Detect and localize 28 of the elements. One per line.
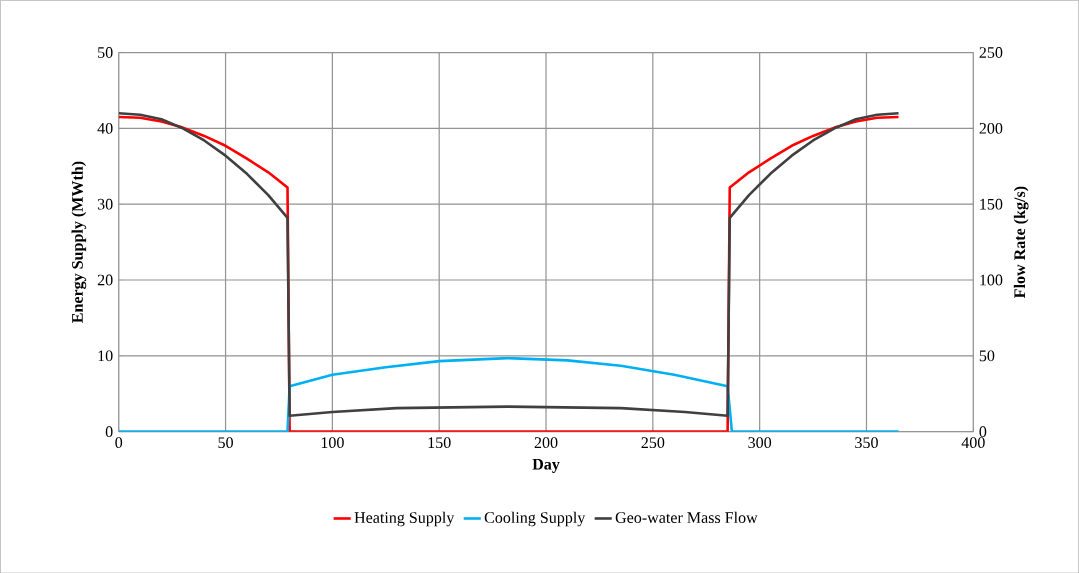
y2-tick-label: 200 (979, 122, 1003, 134)
y-tick-label: 0 (105, 426, 113, 437)
x-tick-label: 300 (748, 436, 772, 448)
x-tick-label: 150 (428, 436, 451, 448)
x-tick-label: 400 (961, 436, 985, 448)
y2-axis-title: Flow Rate (kg/s) (1013, 186, 1029, 298)
x-tick-label: 100 (321, 436, 344, 448)
y-axis-title: Energy Supply (MWth) (71, 161, 87, 323)
legend-label: Heating Supply (354, 511, 455, 527)
legend-label: Cooling Supply (484, 511, 586, 527)
x-tick-label: 200 (534, 436, 558, 448)
y-tick-label: 50 (98, 46, 113, 58)
x-tick-label: 250 (641, 436, 665, 448)
y-tick-label: 10 (98, 350, 113, 362)
x-axis-title: Day (532, 458, 560, 473)
legend-label: Geo-water Mass Flow (615, 511, 758, 523)
y2-tick-label: 250 (979, 46, 1003, 58)
x-tick-label: 350 (855, 436, 878, 448)
y-tick-label: 30 (97, 198, 113, 210)
y-tick-label: 40 (97, 122, 113, 134)
y-tick-label: 20 (97, 274, 113, 286)
x-tick-label: 0 (115, 436, 123, 448)
y2-tick-label: 100 (980, 274, 1003, 286)
y2-tick-label: 50 (979, 350, 995, 362)
y2-tick-label: 0 (979, 426, 987, 437)
y2-tick-label: 150 (980, 198, 1003, 210)
line-series (118, 356, 900, 432)
x-tick-label: 50 (218, 436, 233, 448)
